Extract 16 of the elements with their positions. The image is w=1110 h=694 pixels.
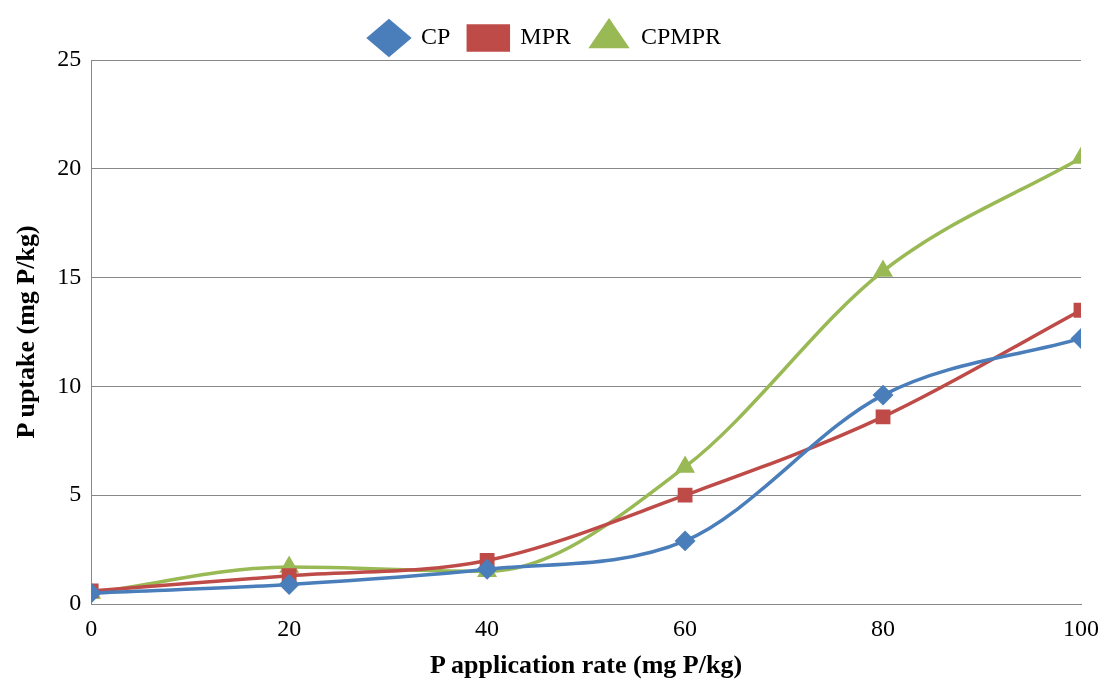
y-tick-label: 10	[57, 371, 82, 398]
x-axis-title: P application rate (mg P/kg)	[430, 650, 743, 680]
x-tick-label: 80	[871, 614, 896, 641]
x-tick-label: 40	[475, 614, 500, 641]
x-tick-label: 100	[1063, 614, 1099, 641]
legend-label: MPR	[520, 23, 572, 50]
y-tick-label: 25	[57, 45, 82, 72]
y-tick-label: 20	[57, 154, 82, 181]
legend-label: CP	[420, 23, 451, 50]
legend-label: CPMPR	[641, 23, 722, 50]
y-axis-title: P uptake (mg P/kg)	[11, 225, 41, 439]
y-tick-label: 15	[57, 262, 82, 289]
y-tick-label: 0	[69, 589, 82, 616]
y-tick-label: 5	[69, 480, 82, 507]
x-tick-label: 60	[673, 614, 698, 641]
x-tick-label: 20	[277, 614, 302, 641]
